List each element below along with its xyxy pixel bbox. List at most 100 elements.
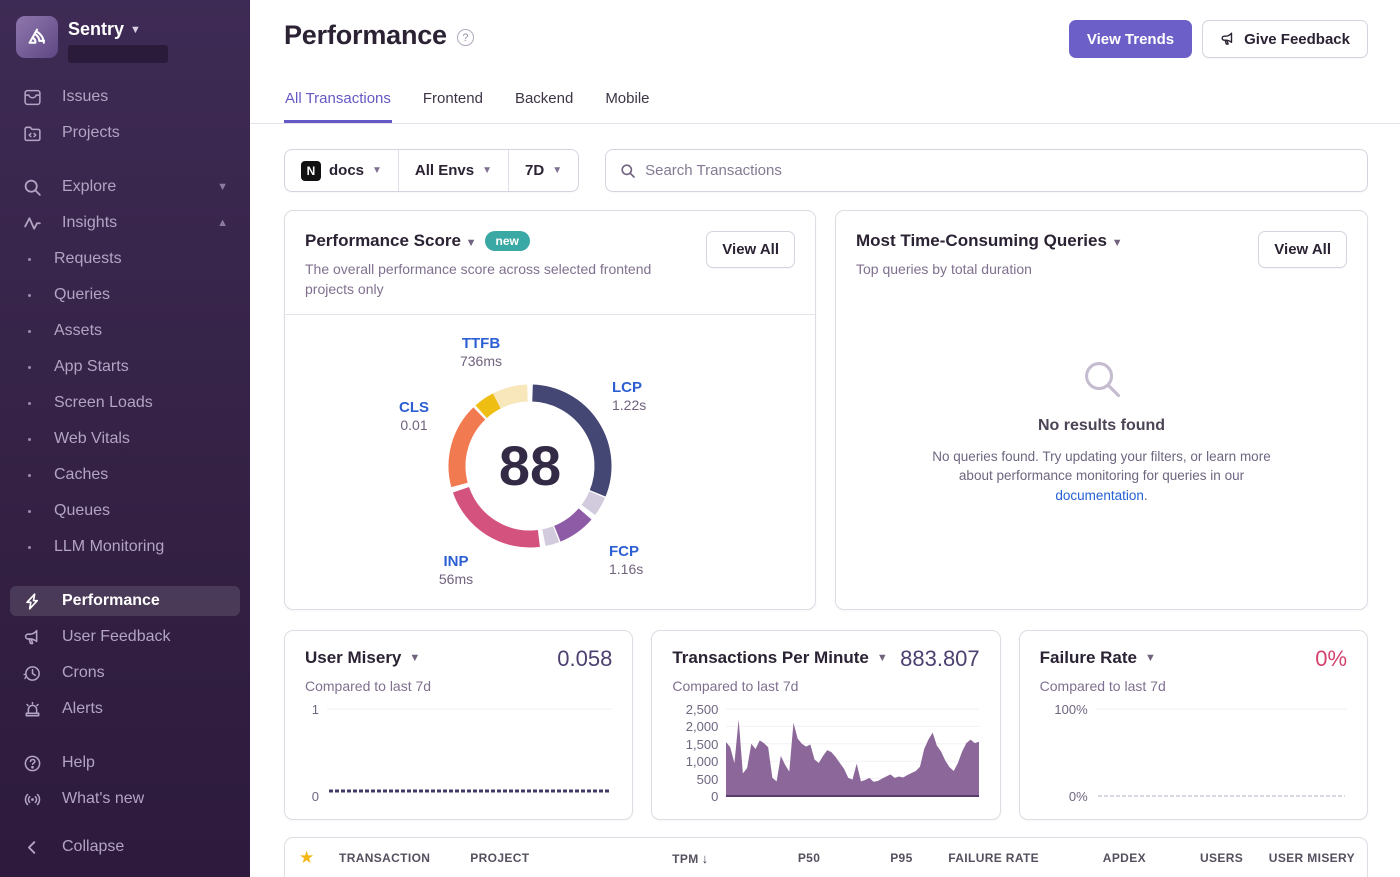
column-header-p50[interactable]: P50: [797, 851, 821, 865]
tab-bar: All Transactions Frontend Backend Mobile: [250, 84, 1400, 124]
ring-segment-cls[interactable]: [448, 406, 486, 487]
failure-rate-title[interactable]: Failure Rate ▼: [1039, 648, 1156, 667]
sidebar-item-label: Queries: [54, 286, 111, 303]
column-header-failure-rate[interactable]: FAILURE RATE: [948, 851, 1040, 865]
bullet-icon: [28, 437, 31, 441]
queries-card-description: Top queries by total duration: [856, 261, 1032, 277]
sidebar-item-llm-monitoring[interactable]: LLM Monitoring: [10, 532, 240, 562]
sidebar-item-web-vitals[interactable]: Web Vitals: [10, 424, 240, 454]
documentation-link[interactable]: documentation: [1055, 487, 1144, 503]
chevron-down-icon: ▼: [482, 165, 493, 176]
issues-icon: [22, 87, 42, 107]
ring-segment-fcp[interactable]: [553, 507, 592, 542]
performance-score-view-all-button[interactable]: View All: [706, 231, 795, 268]
clock-icon: [22, 663, 42, 683]
search-transactions-input[interactable]: [645, 162, 1353, 179]
sidebar-item-label: LLM Monitoring: [54, 538, 165, 555]
help-icon[interactable]: ?: [456, 29, 474, 46]
sidebar-item-screen-loads[interactable]: Screen Loads: [10, 388, 240, 418]
collapse-label: Collapse: [62, 838, 125, 855]
ring-segment-ttfb[interactable]: [475, 392, 501, 418]
tpm-chart: 2,500 2,000 1,500 1,000 500 0: [672, 702, 980, 804]
performance-score-ring-chart: 88 TTFB 736ms LCP 1.22s CLS 0.01 INP 56ms FCP 1.1…: [285, 315, 815, 609]
sidebar-item-help[interactable]: Help: [10, 748, 240, 778]
chevron-down-icon: ▼: [217, 181, 228, 193]
sidebar-item-queues[interactable]: Queues: [10, 496, 240, 526]
chevron-down-icon: ▼: [552, 165, 563, 176]
sidebar-item-user-feedback[interactable]: User Feedback: [10, 622, 240, 652]
sidebar-item-alerts[interactable]: Alerts: [10, 694, 240, 724]
sidebar-item-caches[interactable]: Caches: [10, 460, 240, 490]
ring-segment-lcp-unfilled[interactable]: [581, 490, 606, 515]
vital-label-ttfb[interactable]: TTFB 736ms: [459, 334, 503, 370]
chevron-down-icon: ▼: [372, 165, 382, 176]
sidebar-item-projects[interactable]: Projects: [10, 118, 240, 148]
vital-label-inp[interactable]: INP 56ms: [438, 552, 474, 588]
sidebar-item-requests[interactable]: Requests: [10, 244, 240, 274]
date-range-label: 7D: [525, 162, 545, 179]
environment-filter[interactable]: All Envs ▼: [397, 150, 508, 191]
sidebar-item-issues[interactable]: Issues: [10, 82, 240, 112]
sidebar-item-crons[interactable]: Crons: [10, 658, 240, 688]
ring-segment-ttfb-light[interactable]: [493, 384, 529, 409]
sidebar-item-explore[interactable]: Explore ▼: [10, 172, 240, 202]
megaphone-icon: [1221, 32, 1233, 45]
queries-view-all-button[interactable]: View All: [1258, 231, 1347, 268]
sidebar-item-label: App Starts: [54, 358, 129, 375]
column-header-transaction[interactable]: TRANSACTION: [339, 851, 431, 865]
org-subtitle-redacted: [68, 45, 168, 63]
give-feedback-button[interactable]: Give Feedback: [1202, 20, 1368, 58]
chevron-down-icon: ▼: [1111, 237, 1123, 249]
projects-icon: [22, 123, 42, 143]
column-header-project[interactable]: PROJECT: [470, 851, 530, 865]
column-header-user-misery[interactable]: USER MISERY: [1268, 851, 1355, 865]
column-header-tpm[interactable]: TPM ↓: [672, 850, 709, 866]
sidebar-collapse-button[interactable]: Collapse: [10, 832, 240, 862]
sidebar-item-performance[interactable]: Performance: [10, 586, 240, 616]
tab-backend[interactable]: Backend: [514, 90, 574, 107]
chevron-left-icon: [22, 837, 42, 857]
user-misery-title[interactable]: User Misery ▼: [305, 648, 421, 667]
tab-all-transactions[interactable]: All Transactions: [284, 84, 392, 123]
star-column-header[interactable]: ★: [299, 848, 315, 867]
ring-segment-fcp-unfilled[interactable]: [542, 525, 560, 546]
sidebar: Sentry ▼ Issues Projects Explore ▼ Insights ▲…: [0, 0, 250, 877]
sentry-logo-icon[interactable]: [16, 16, 58, 58]
vital-label-lcp[interactable]: LCP 1.22s: [612, 378, 647, 414]
y-axis-tick: 0: [711, 789, 719, 804]
sidebar-item-insights[interactable]: Insights ▲: [10, 208, 240, 238]
org-switcher[interactable]: Sentry ▼: [68, 19, 168, 40]
user-misery-value: 0.058: [557, 646, 613, 671]
project-filter[interactable]: N docs ▼: [285, 150, 398, 191]
chevron-up-icon: ▲: [217, 217, 228, 229]
tab-frontend[interactable]: Frontend: [422, 90, 483, 107]
sidebar-item-label: Insights: [62, 214, 118, 231]
y-axis-tick: 500: [696, 771, 719, 787]
date-range-filter[interactable]: 7D ▼: [508, 150, 578, 191]
ring-segment-inp[interactable]: [452, 486, 540, 548]
divider: [285, 313, 815, 315]
sidebar-item-app-starts[interactable]: App Starts: [10, 352, 240, 382]
sidebar-item-assets[interactable]: Assets: [10, 316, 240, 346]
sidebar-item-whats-new[interactable]: What's new: [10, 784, 240, 814]
tpm-subtitle: Compared to last 7d: [672, 678, 799, 694]
sidebar-item-label: User Feedback: [62, 628, 171, 645]
ring-segment-lcp[interactable]: [531, 384, 612, 497]
chevron-down-icon: ▼: [1144, 652, 1156, 664]
column-header-apdex[interactable]: APDEX: [1102, 851, 1146, 865]
column-header-users[interactable]: USERS: [1200, 851, 1244, 865]
vital-label-cls[interactable]: CLS 0.01: [399, 398, 429, 434]
y-axis-tick: 0%: [1068, 789, 1088, 804]
view-trends-button[interactable]: View Trends: [1068, 20, 1193, 58]
tpm-title[interactable]: Transactions Per Minute ▼: [672, 648, 888, 667]
vital-label-fcp[interactable]: FCP 1.16s: [609, 542, 644, 578]
column-header-p95[interactable]: P95: [890, 851, 913, 865]
queries-card-title[interactable]: Most Time-Consuming Queries ▼: [856, 231, 1123, 250]
sidebar-item-label: Issues: [62, 88, 109, 105]
user-misery-card: User Misery ▼ 0.058 Compared to last 7d 1…: [284, 630, 634, 820]
tab-mobile[interactable]: Mobile: [605, 90, 650, 107]
sidebar-item-label: Explore: [62, 178, 117, 195]
sidebar-item-queries[interactable]: Queries: [10, 280, 240, 310]
performance-score-title[interactable]: Performance Score ▼: [305, 231, 477, 250]
page-title: Performance: [284, 20, 447, 50]
